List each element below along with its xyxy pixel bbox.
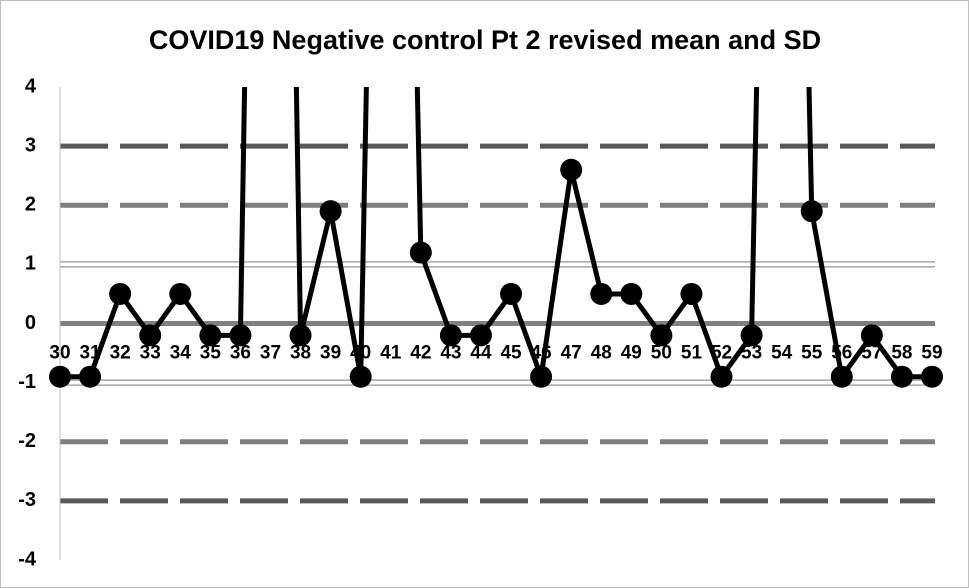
x-tick-label: 37: [260, 343, 281, 364]
data-point: [740, 324, 763, 347]
x-tick-label: 32: [110, 343, 131, 364]
data-point: [560, 158, 583, 181]
data-point: [349, 365, 372, 388]
data-point: [79, 365, 102, 388]
x-tick-label: 50: [651, 343, 672, 364]
data-point: [409, 241, 432, 264]
x-tick-label: 57: [861, 343, 882, 364]
data-point: [860, 324, 883, 347]
data-point: [650, 324, 673, 347]
y-tick-label: -1: [18, 371, 36, 393]
data-point: [199, 324, 222, 347]
x-tick-label: 54: [771, 343, 793, 364]
x-tick-label: 36: [230, 343, 251, 364]
data-point: [620, 282, 643, 305]
data-point: [49, 365, 71, 388]
x-tick-label: 40: [350, 343, 371, 364]
data-point: [830, 365, 853, 388]
y-tick-label: 2: [25, 194, 36, 216]
plot-area: [49, 87, 943, 388]
data-point: [169, 282, 192, 305]
data-point: [289, 324, 312, 347]
x-tick-label: 55: [801, 343, 823, 364]
data-point: [590, 282, 613, 305]
y-tick-label: -2: [18, 430, 36, 452]
x-tick-label: 49: [621, 343, 642, 364]
x-tick-label: 38: [290, 343, 311, 364]
chart-title: COVID19 Negative control Pt 2 revised me…: [149, 25, 821, 55]
reference-lines: [60, 143, 935, 504]
x-tick-label: 58: [891, 343, 912, 364]
x-tick-label: 46: [531, 343, 552, 364]
data-point: [890, 365, 913, 388]
data-point: [439, 324, 462, 347]
x-tick-label: 47: [561, 343, 582, 364]
data-point: [921, 365, 943, 388]
data-point: [469, 324, 492, 347]
data-point: [319, 200, 342, 223]
x-tick-label: 31: [79, 343, 101, 364]
data-point: [530, 365, 553, 388]
x-tick-label: 53: [741, 343, 762, 364]
x-tick-label: 44: [470, 343, 492, 364]
y-tick-label: 4: [25, 75, 37, 97]
x-tick-label: 51: [681, 343, 703, 364]
x-tick-label: 30: [49, 343, 70, 364]
x-tick-label: 33: [140, 343, 161, 364]
x-tick-label: 45: [500, 343, 522, 364]
x-tick-label: 39: [320, 343, 341, 364]
x-tick-label: 59: [921, 343, 942, 364]
data-point: [109, 282, 132, 305]
y-tick-label: 0: [25, 312, 36, 334]
data-point: [229, 324, 252, 347]
data-point: [680, 282, 703, 305]
y-tick-label: 3: [25, 134, 36, 156]
y-tick-label: -3: [18, 489, 36, 511]
y-tick-label: -4: [18, 548, 37, 570]
x-tick-label: 41: [380, 343, 402, 364]
x-tick-label: 48: [591, 343, 612, 364]
data-point: [800, 200, 823, 223]
data-point: [139, 324, 162, 347]
x-tick-label: 35: [200, 343, 222, 364]
x-tick-label: 34: [170, 343, 192, 364]
y-tick-label: 1: [25, 253, 36, 275]
x-tick-label: 56: [831, 343, 852, 364]
x-tick-label: 42: [410, 343, 431, 364]
x-tick-label: 52: [711, 343, 732, 364]
x-tick-label: 43: [440, 343, 461, 364]
data-point: [500, 282, 523, 305]
data-point: [710, 365, 733, 388]
